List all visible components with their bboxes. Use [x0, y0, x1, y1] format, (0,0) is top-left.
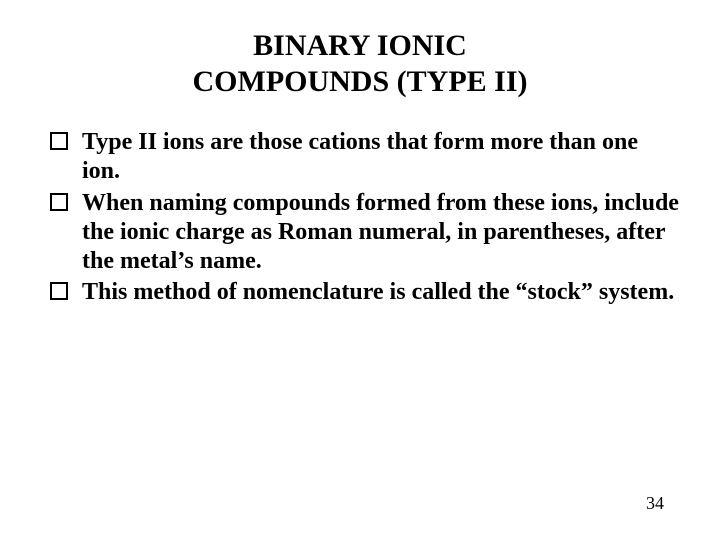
- bullet-text: This method of nomenclature is called th…: [82, 279, 674, 305]
- bullet-text: Type II ions are those cations that form…: [82, 129, 638, 184]
- bullet-list: Type II ions are those cations that form…: [40, 128, 680, 308]
- list-item: When naming compounds formed from these …: [48, 189, 680, 277]
- slide-title: BINARY IONIC COMPOUNDS (TYPE II): [40, 28, 680, 100]
- bullet-text: When naming compounds formed from these …: [82, 190, 679, 275]
- square-bullet-icon: [50, 282, 68, 300]
- list-item: Type II ions are those cations that form…: [48, 128, 680, 187]
- title-line-2: COMPOUNDS (TYPE II): [193, 65, 528, 98]
- square-bullet-icon: [50, 193, 68, 211]
- list-item: This method of nomenclature is called th…: [48, 278, 680, 307]
- square-bullet-icon: [50, 132, 68, 150]
- page-number: 34: [646, 493, 664, 514]
- title-line-1: BINARY IONIC: [253, 29, 467, 62]
- slide: BINARY IONIC COMPOUNDS (TYPE II) Type II…: [0, 0, 720, 540]
